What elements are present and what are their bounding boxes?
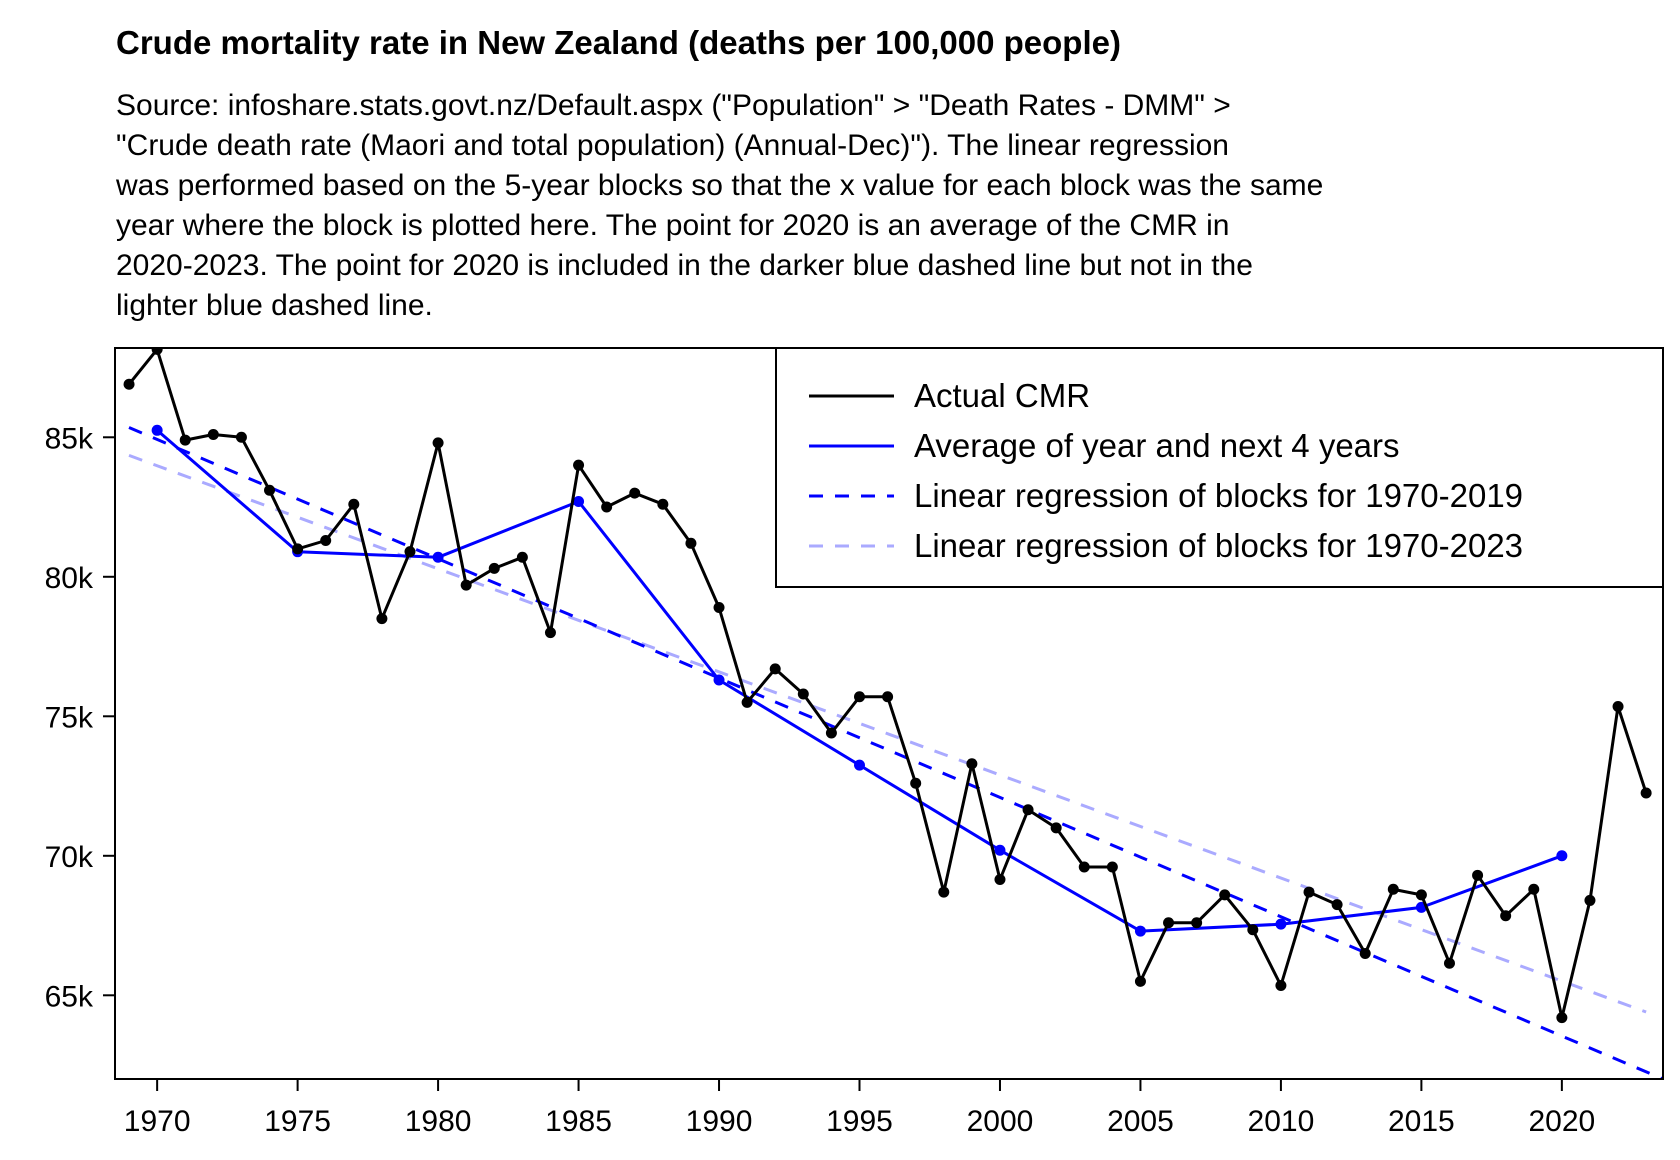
data-point — [179, 434, 191, 446]
data-point — [1078, 861, 1090, 873]
x-tick-label: 1970 — [124, 1105, 191, 1138]
y-tick-label: 75k — [45, 701, 94, 734]
subtitle-line: 2020-2023. The point for 2020 is include… — [116, 249, 1253, 282]
data-point — [1528, 883, 1540, 895]
x-tick-label: 2020 — [1528, 1105, 1595, 1138]
data-point — [994, 874, 1006, 886]
data-point — [629, 487, 641, 499]
legend-box — [775, 347, 1664, 588]
data-point — [713, 674, 725, 686]
data-point — [1134, 925, 1146, 937]
data-point — [1331, 899, 1343, 911]
subtitle-line: lighter blue dashed line. — [116, 289, 433, 322]
data-point — [292, 543, 304, 555]
data-point — [320, 535, 332, 547]
data-point — [151, 424, 163, 436]
data-point — [1584, 894, 1596, 906]
data-point — [825, 727, 837, 739]
data-point — [1050, 822, 1062, 834]
data-point — [460, 579, 472, 591]
series-line-3 — [128, 453, 1647, 1014]
data-point — [994, 844, 1006, 856]
data-point — [123, 378, 135, 390]
data-point — [151, 348, 163, 355]
data-point — [1191, 917, 1203, 929]
x-tick-label: 1990 — [686, 1105, 753, 1138]
data-point — [1134, 975, 1146, 987]
data-point — [797, 688, 809, 700]
data-point — [488, 562, 500, 574]
x-tick-label: 2010 — [1248, 1105, 1315, 1138]
subtitle-line: "Crude death rate (Maori and total popul… — [116, 129, 1229, 162]
data-point — [966, 758, 978, 770]
data-point — [1275, 980, 1287, 992]
x-tick-label: 1975 — [264, 1105, 331, 1138]
data-point — [516, 551, 528, 563]
legend-label: Linear regression of blocks for 1970-202… — [914, 527, 1523, 564]
data-point — [910, 777, 922, 789]
data-point — [741, 696, 753, 708]
data-point — [235, 431, 247, 443]
data-point — [657, 498, 669, 510]
data-point — [207, 428, 219, 440]
x-tick-label: 2005 — [1107, 1105, 1174, 1138]
chart-subtitle: Source: infoshare.stats.govt.nz/Default.… — [116, 86, 1676, 326]
data-point — [1415, 889, 1427, 901]
subtitle-line: Source: infoshare.stats.govt.nz/Default.… — [116, 89, 1231, 122]
legend-label: Actual CMR — [914, 377, 1090, 414]
data-point — [1359, 947, 1371, 959]
subtitle-line: year where the block is plotted here. Th… — [116, 209, 1230, 242]
data-point — [1247, 924, 1259, 936]
data-point — [854, 759, 866, 771]
data-point — [348, 498, 360, 510]
x-tick-label: 1980 — [405, 1105, 472, 1138]
legend-label: Average of year and next 4 years — [914, 427, 1400, 464]
data-point — [882, 691, 894, 703]
series-line-2 — [128, 426, 1663, 1079]
chart-title: Crude mortality rate in New Zealand (dea… — [116, 24, 1121, 61]
data-point — [601, 501, 613, 513]
data-point — [1022, 804, 1034, 816]
y-tick-label: 80k — [45, 562, 94, 595]
data-point — [1500, 910, 1512, 922]
data-point — [1387, 883, 1399, 895]
y-tick-label: 65k — [45, 980, 94, 1013]
x-tick-label: 1985 — [545, 1105, 612, 1138]
x-tick-label: 2015 — [1388, 1105, 1455, 1138]
data-point — [376, 613, 388, 625]
legend-label: Linear regression of blocks for 1970-201… — [914, 477, 1523, 514]
data-point — [1556, 1012, 1568, 1024]
x-tick-label: 2000 — [967, 1105, 1034, 1138]
data-point — [685, 537, 697, 549]
y-tick-label: 70k — [45, 841, 94, 874]
data-point — [1275, 918, 1287, 930]
data-point — [1163, 917, 1175, 929]
data-point — [264, 484, 276, 496]
data-point — [854, 691, 866, 703]
data-point — [938, 886, 950, 898]
data-point — [1106, 861, 1118, 873]
x-tick-label: 1995 — [826, 1105, 893, 1138]
data-point — [573, 495, 585, 507]
data-point — [544, 627, 556, 639]
data-point — [1556, 850, 1568, 862]
data-point — [404, 546, 416, 558]
y-tick-label: 85k — [45, 422, 94, 455]
data-point — [573, 459, 585, 471]
data-point — [1443, 957, 1455, 969]
data-point — [1472, 869, 1484, 881]
data-point — [432, 437, 444, 449]
data-point — [1640, 787, 1652, 799]
data-point — [769, 663, 781, 675]
data-point — [1612, 701, 1624, 713]
subtitle-line: was performed based on the 5-year blocks… — [116, 169, 1324, 202]
data-point — [713, 601, 725, 613]
data-point — [432, 551, 444, 563]
data-point — [1303, 886, 1315, 898]
data-point — [1219, 889, 1231, 901]
